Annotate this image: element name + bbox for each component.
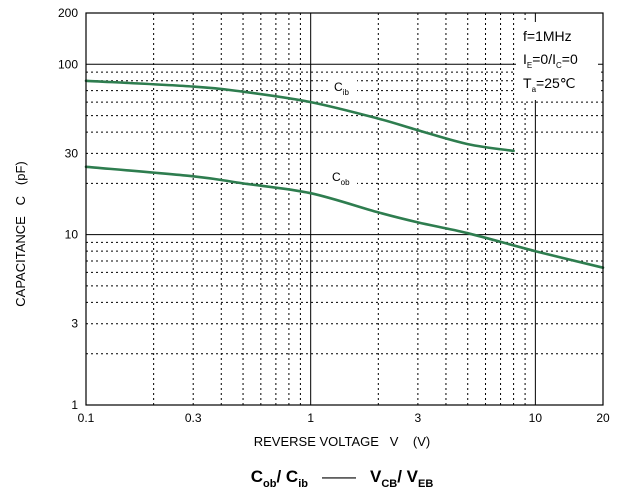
plot-frame [85, 12, 604, 406]
y-tick-label: 3 [71, 317, 78, 331]
series-layer [84, 79, 605, 269]
y-tick-label: 10 [65, 228, 79, 242]
x-tick-label: 10 [529, 411, 543, 425]
y-tick-label: 200 [58, 6, 78, 20]
conditions-box [516, 22, 598, 100]
svg-text:Cib: Cib [334, 80, 349, 97]
y-tick-label: 30 [65, 146, 79, 160]
figure-caption: Cob/ Cib —— VCB/ VEB [251, 467, 434, 490]
x-tick-label: 1 [307, 411, 314, 425]
x-tick-label: 20 [596, 411, 610, 425]
conditions-annotation: f=1MHz IE=0/IC=0 Ta=25℃ [516, 22, 598, 100]
x-tick-label: 0.1 [78, 411, 95, 425]
tick-labels: 0.1 0.3 1 3 10 20 1 3 10 30 100 200 [58, 6, 610, 425]
x-axis-label: REVERSE VOLTAGE V (V) [254, 434, 431, 449]
x-tick-label: 3 [415, 411, 422, 425]
bias-note: IE=0/IC=0 [523, 51, 578, 70]
series-label-cob: Cob [329, 168, 357, 187]
svg-text:Cob: Cob [332, 170, 350, 187]
temperature-note: Ta=25℃ [523, 75, 576, 94]
series-line-cib [84, 79, 515, 153]
y-tick-label: 1 [71, 398, 78, 412]
frequency-note: f=1MHz [523, 28, 572, 44]
x-tick-label: 0.3 [185, 411, 202, 425]
series-label-cib-bg [331, 78, 357, 97]
y-axis-label: CAPACITANCE C (pF) [13, 161, 28, 306]
series-label-cob-bg [329, 168, 357, 187]
series-line-cob [84, 165, 605, 269]
series-label-cib: Cib [331, 78, 357, 97]
y-tick-label: 100 [58, 57, 78, 71]
